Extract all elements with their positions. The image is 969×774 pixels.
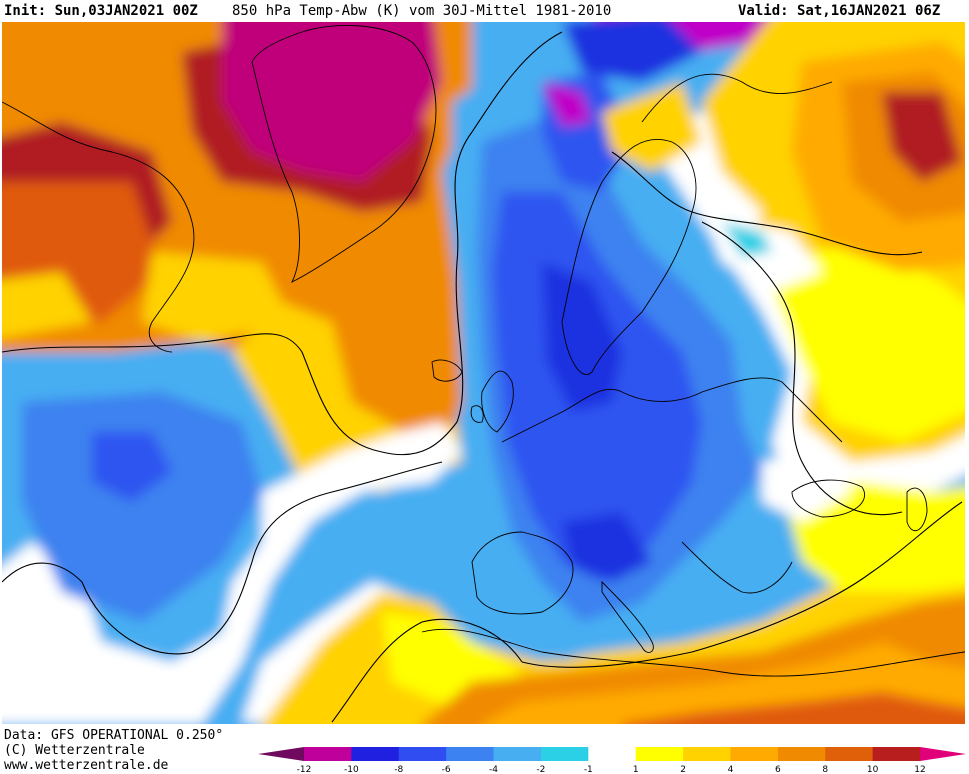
colorbar-tick-label: -8 [394,765,403,773]
colorbar-swatch [540,747,589,761]
coast-caspian [906,487,928,532]
contour-africa [331,618,523,723]
colorbar-swatch [635,747,684,761]
map-header: Init: Sun,03JAN2021 00Z 850 hPa Temp-Abw… [0,0,969,22]
colorbar-swatch [398,747,447,761]
coast-arctic-russia [641,73,833,123]
colorbar-swatch [588,747,637,761]
coastlines [2,25,965,677]
field-mideast-yellow [782,482,965,592]
coast-iceland [431,359,463,382]
valid-time: Valid: Sat,16JAN2021 06Z [738,3,941,19]
coast-continent [501,377,843,443]
colorbar-swatch [777,747,826,761]
colorbar-tick-label: 1 [633,765,639,773]
anomaly-field [2,22,965,724]
coast-blacksea [791,479,865,518]
contour-atlantic-south [2,461,443,655]
field-nw-yellow-2 [2,272,92,339]
map-title: 850 hPa Temp-Abw (K) vom 30J-Mittel 1981… [232,3,612,19]
colorbar-swatch [730,747,779,761]
coast-africa-north [421,628,965,677]
colorbar-arrow-low [258,747,304,761]
colorbar-tick-label: 12 [914,765,925,773]
field-europe-deepblue-2 [562,512,652,582]
zero-contour-lines [2,31,963,723]
field-arctic-deepblue [562,22,702,82]
colorbar-swatch [351,747,400,761]
field-scandinavia-yellow [602,82,702,172]
field-greenland-magenta [222,22,442,182]
coast-greenland [251,25,437,284]
coast-ireland [470,405,484,423]
copyright-text: (C) Wetterzentrale [4,743,145,758]
colorbar-swatch [304,747,352,761]
colorbar-tick-label: -1 [584,765,593,773]
coast-balkans [681,541,793,594]
colorbar-swatch [825,747,874,761]
colorbar-swatch [683,747,731,761]
colorbar-tick-label: 10 [867,765,879,773]
colorbar-arrow-high [920,747,966,761]
colorbar-swatch [493,747,542,761]
colorbar-tick-label: 2 [680,765,686,773]
colorbar-tick-label: 8 [822,765,828,773]
source-info: Data: GFS OPERATIONAL 0.250° (C) Wetterz… [4,728,223,773]
init-time: Init: Sun,03JAN2021 00Z [4,3,198,19]
colorbar-tick-label: -4 [489,765,498,773]
website-text: www.wetterzentrale.de [4,758,169,773]
field-russia-cyan-patch [722,222,772,257]
colorbar-swatch [446,747,495,761]
field-mideast-white [762,452,852,522]
temperature-anomaly-map [2,22,965,724]
colorbar-swatch [872,747,921,761]
coast-iberia [471,531,574,615]
coast-scandinavia [561,138,697,375]
field-nw-yellow-1 [142,252,292,342]
colorbar-tick-label: -12 [297,765,312,773]
field-atlantic-midblue [22,392,262,622]
colorbar-tick-label: -6 [442,765,451,773]
field-svalbard-purple [542,82,592,127]
data-source-text: Data: GFS OPERATIONAL 0.250° [4,728,224,743]
colorbar-tick-label: -10 [344,765,359,773]
colorbar-tick-label: 4 [728,765,734,773]
field-atlantic-blue [92,432,172,502]
field-russia-yellow [762,242,965,442]
coast-canada [2,101,195,353]
coast-italy [601,580,654,653]
field-russia-darkred [882,92,962,182]
contour-arctic [611,151,923,256]
contour-east [701,221,903,516]
contour-med [521,501,963,668]
coast-uk [481,370,514,433]
field-europe-deepblue-1 [542,262,622,412]
field-atlantic-white [2,422,462,724]
field-africa-redorange [622,692,965,724]
colorbar-tick-label: -2 [536,765,545,773]
contour-atlantic [2,31,563,456]
colorbar-tick-label: 6 [775,765,781,773]
colorbar-legend: -12 -10 -8 -6 -4 -2 -1 1 2 4 6 8 10 12 [258,747,966,773]
